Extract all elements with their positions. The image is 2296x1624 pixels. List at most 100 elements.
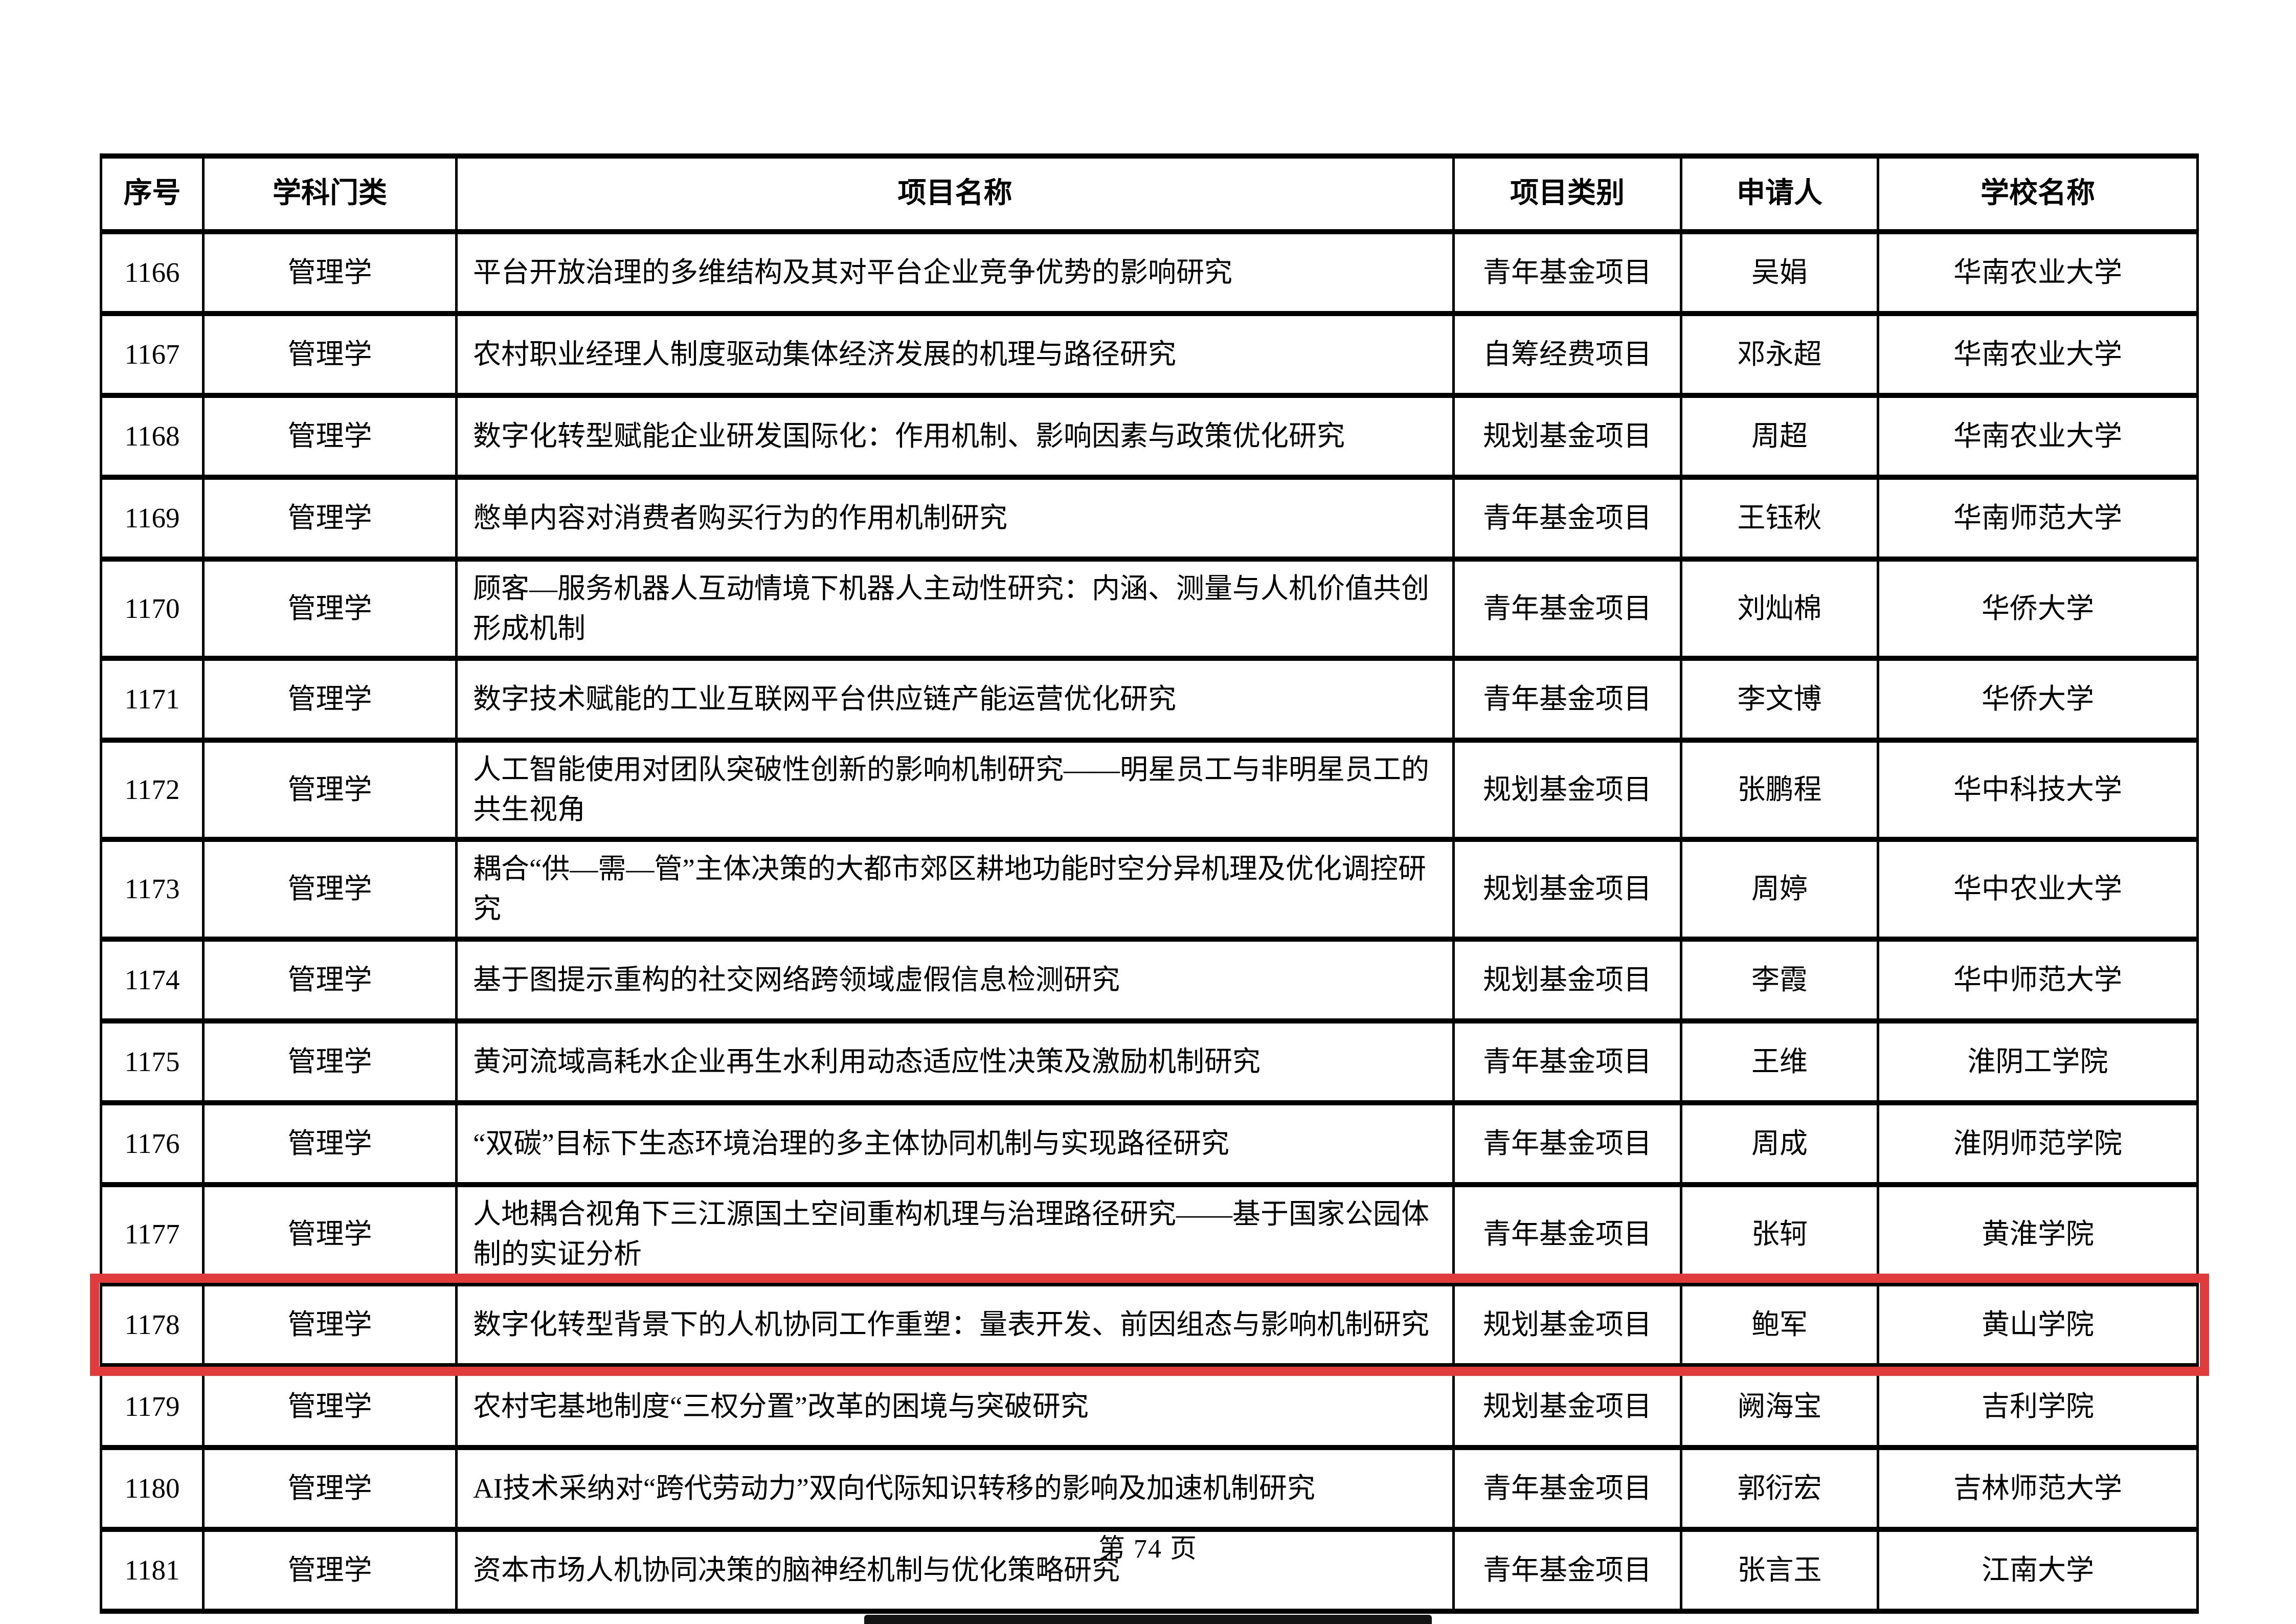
col-header-project: 项目名称 [455, 153, 1455, 234]
cell-school: 华南师范大学 [1877, 475, 2199, 562]
cell-project: 憋单内容对消费者购买行为的作用机制研究 [455, 475, 1455, 562]
table-row: 1179 管理学 农村宅基地制度“三权分置”改革的困境与突破研究 规划基金项目 … [100, 1363, 2199, 1450]
cell-project: 农村职业经理人制度驱动集体经济发展的机理与路径研究 [455, 311, 1455, 398]
table-row: 1175 管理学 黄河流域高耗水企业再生水利用动态适应性决策及激励机制研究 青年… [100, 1018, 2199, 1105]
cell-discipline: 管理学 [202, 475, 458, 562]
cell-discipline: 管理学 [202, 1182, 458, 1286]
table-row: 1167 管理学 农村职业经理人制度驱动集体经济发展的机理与路径研究 自筹经费项… [100, 311, 2199, 398]
cell-no: 1171 [100, 656, 205, 743]
cell-project: “双碳”目标下生态环境治理的多主体协同机制与实现路径研究 [455, 1100, 1455, 1187]
cell-discipline: 管理学 [202, 1281, 458, 1368]
cell-applicant: 周成 [1680, 1100, 1879, 1187]
cell-category: 规划基金项目 [1452, 393, 1682, 480]
projects-table: 序号 学科门类 项目名称 项目类别 申请人 学校名称 1166 管理学 平台开放… [100, 153, 2199, 1614]
cell-no: 1181 [100, 1526, 205, 1614]
cell-school: 华南农业大学 [1877, 311, 2199, 398]
cell-no: 1175 [100, 1018, 205, 1105]
table-row: 1172 管理学 人工智能使用对团队突破性创新的影响机制研究——明星员工与非明星… [100, 738, 2199, 842]
table-row-highlighted: 1178 管理学 数字化转型背景下的人机协同工作重塑：量表开发、前因组态与影响机… [100, 1281, 2199, 1368]
cell-project: 数字化转型背景下的人机协同工作重塑：量表开发、前因组态与影响机制研究 [455, 1281, 1455, 1368]
cell-school: 华南农业大学 [1877, 229, 2199, 316]
table-row: 1177 管理学 人地耦合视角下三江源国土空间重构机理与治理路径研究——基于国家… [100, 1182, 2199, 1286]
cell-project: 耦合“供—需—管”主体决策的大都市郊区耕地功能时空分异机理及优化调控研究 [455, 837, 1455, 942]
cell-category: 规划基金项目 [1452, 936, 1682, 1024]
cell-school: 华中农业大学 [1877, 837, 2199, 942]
cell-project: 人地耦合视角下三江源国土空间重构机理与治理路径研究——基于国家公园体制的实证分析 [455, 1182, 1455, 1286]
cell-category: 规划基金项目 [1452, 837, 1682, 942]
cell-project: 平台开放治理的多维结构及其对平台企业竞争优势的影响研究 [455, 229, 1455, 316]
table-row: 1169 管理学 憋单内容对消费者购买行为的作用机制研究 青年基金项目 王钰秋 … [100, 475, 2199, 562]
cell-school: 华侨大学 [1877, 556, 2199, 661]
cell-no: 1178 [100, 1281, 205, 1368]
cell-no: 1180 [100, 1444, 205, 1532]
cell-no: 1174 [100, 936, 205, 1024]
cell-discipline: 管理学 [202, 1526, 458, 1614]
col-header-no: 序号 [100, 153, 205, 234]
cell-school: 华中科技大学 [1877, 738, 2199, 842]
cell-category: 自筹经费项目 [1452, 311, 1682, 398]
cell-category: 青年基金项目 [1452, 475, 1682, 562]
cell-discipline: 管理学 [202, 1018, 458, 1105]
cell-applicant: 阙海宝 [1680, 1363, 1879, 1450]
cell-category: 规划基金项目 [1452, 1363, 1682, 1450]
cell-discipline: 管理学 [202, 738, 458, 842]
table-header-row: 序号 学科门类 项目名称 项目类别 申请人 学校名称 [100, 153, 2199, 234]
table-body: 1166 管理学 平台开放治理的多维结构及其对平台企业竞争优势的影响研究 青年基… [100, 229, 2199, 1614]
cell-category: 青年基金项目 [1452, 656, 1682, 743]
cell-school: 淮阴工学院 [1877, 1018, 2199, 1105]
table-row: 1176 管理学 “双碳”目标下生态环境治理的多主体协同机制与实现路径研究 青年… [100, 1100, 2199, 1187]
table-row: 1173 管理学 耦合“供—需—管”主体决策的大都市郊区耕地功能时空分异机理及优… [100, 837, 2199, 942]
cell-project: 基于图提示重构的社交网络跨领域虚假信息检测研究 [455, 936, 1455, 1024]
cell-school: 黄山学院 [1877, 1281, 2199, 1368]
cell-category: 青年基金项目 [1452, 1182, 1682, 1286]
cell-discipline: 管理学 [202, 656, 458, 743]
cell-project: 黄河流域高耗水企业再生水利用动态适应性决策及激励机制研究 [455, 1018, 1455, 1105]
cell-applicant: 王钰秋 [1680, 475, 1879, 562]
col-header-category: 项目类别 [1452, 153, 1682, 234]
cell-no: 1168 [100, 393, 205, 480]
cell-no: 1179 [100, 1363, 205, 1450]
cell-no: 1172 [100, 738, 205, 842]
cell-discipline: 管理学 [202, 936, 458, 1024]
cell-applicant: 刘灿棉 [1680, 556, 1879, 661]
cell-discipline: 管理学 [202, 393, 458, 480]
cell-applicant: 郭衍宏 [1680, 1444, 1879, 1532]
cell-school: 华中师范大学 [1877, 936, 2199, 1024]
cell-no: 1176 [100, 1100, 205, 1187]
cell-category: 规划基金项目 [1452, 738, 1682, 842]
table-row: 1180 管理学 AI技术采纳对“跨代劳动力”双向代际知识转移的影响及加速机制研… [100, 1444, 2199, 1532]
cell-applicant: 鲍军 [1680, 1281, 1879, 1368]
cell-discipline: 管理学 [202, 229, 458, 316]
cell-discipline: 管理学 [202, 1100, 458, 1187]
cell-applicant: 吴娟 [1680, 229, 1879, 316]
page-edge-bar [864, 1615, 1432, 1624]
cell-category: 青年基金项目 [1452, 1100, 1682, 1187]
cell-no: 1166 [100, 229, 205, 316]
cell-school: 吉林师范大学 [1877, 1444, 2199, 1532]
cell-no: 1177 [100, 1182, 205, 1286]
cell-category: 青年基金项目 [1452, 556, 1682, 661]
cell-applicant: 周超 [1680, 393, 1879, 480]
cell-discipline: 管理学 [202, 311, 458, 398]
cell-school: 黄淮学院 [1877, 1182, 2199, 1286]
cell-applicant: 王维 [1680, 1018, 1879, 1105]
cell-discipline: 管理学 [202, 837, 458, 942]
cell-category: 青年基金项目 [1452, 229, 1682, 316]
table-row: 1168 管理学 数字化转型赋能企业研发国际化：作用机制、影响因素与政策优化研究… [100, 393, 2199, 480]
cell-applicant: 李文博 [1680, 656, 1879, 743]
col-header-applicant: 申请人 [1680, 153, 1879, 234]
cell-project: 数字技术赋能的工业互联网平台供应链产能运营优化研究 [455, 656, 1455, 743]
cell-school: 淮阴师范学院 [1877, 1100, 2199, 1187]
cell-project: 顾客—服务机器人互动情境下机器人主动性研究：内涵、测量与人机价值共创形成机制 [455, 556, 1455, 661]
cell-discipline: 管理学 [202, 1444, 458, 1532]
cell-no: 1167 [100, 311, 205, 398]
cell-discipline: 管理学 [202, 556, 458, 661]
cell-category: 青年基金项目 [1452, 1018, 1682, 1105]
cell-school: 吉利学院 [1877, 1363, 2199, 1450]
cell-project: AI技术采纳对“跨代劳动力”双向代际知识转移的影响及加速机制研究 [455, 1444, 1455, 1532]
col-header-discipline: 学科门类 [202, 153, 458, 234]
cell-school: 华侨大学 [1877, 656, 2199, 743]
cell-applicant: 周婷 [1680, 837, 1879, 942]
page-footer: 第 74 页 [1098, 1534, 1198, 1564]
table-row: 1181 管理学 资本市场人机协同决策的脑神经机制与优化策略研究 青年基金项目 … [100, 1526, 2199, 1614]
